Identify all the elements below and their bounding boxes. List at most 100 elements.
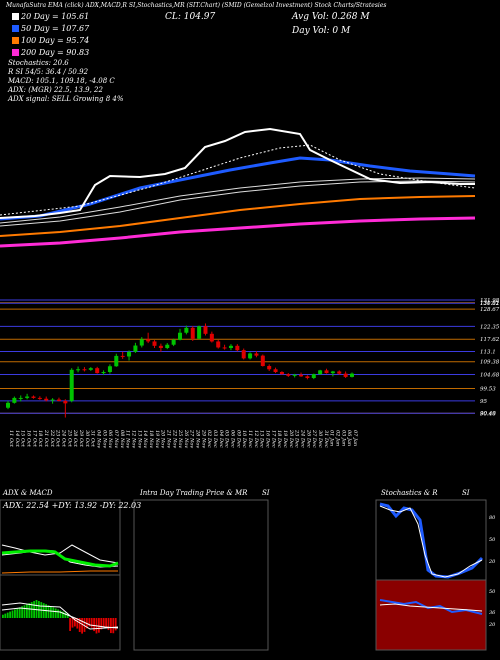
date-tick-label: 25 Nov [177, 429, 183, 448]
date-tick-label: 02 Dec [206, 430, 212, 448]
candle-body [209, 333, 214, 342]
date-tick-label: 04 Nov [95, 430, 101, 448]
candle-body [107, 366, 112, 372]
date-tick-label: 26 Dec [305, 429, 311, 448]
price-level-label: 109.38 [480, 360, 500, 366]
date-tick-label: 12 Nov [130, 430, 136, 448]
macd-histogram-bar [11, 610, 14, 618]
date-tick-label: 05 Dec [224, 430, 230, 448]
date-tick-label: 12 Dec [253, 430, 259, 448]
date-tick-label: 20 Nov [160, 429, 166, 448]
candle-body [178, 332, 182, 340]
date-tick-label: 13 Dec [259, 430, 265, 448]
macd-histogram-bar [28, 603, 31, 618]
candle-body [350, 373, 354, 377]
candle-body [63, 400, 68, 404]
close-price-line [0, 127, 475, 219]
date-tick-label: 06 Nov [107, 430, 113, 448]
mrsi-line [379, 603, 483, 612]
price-level-label: 99.53 [480, 387, 496, 393]
date-tick-label: 06 Jan [346, 430, 352, 446]
date-tick-label: 30 Oct [84, 430, 90, 448]
price-level-label: 104.68 [480, 373, 500, 379]
sma-200-legend: 200 Day = 90.83 [12, 48, 89, 57]
macd-histogram-bar [16, 608, 19, 618]
macd-histogram-bar [98, 618, 100, 633]
rsi-panel [375, 579, 487, 651]
macd-histogram-bar [114, 618, 117, 631]
candle-body [133, 345, 138, 352]
date-tick-label: 02 Jan [335, 430, 341, 446]
macd-histogram-bar [83, 618, 86, 632]
candle-body [203, 326, 208, 334]
date-tick-label: 19 Dec [282, 430, 288, 448]
macd-readout: MACD: 105.1, 109.18, -4.08 C [8, 77, 115, 85]
candle-body [311, 374, 316, 378]
price-level-label: 131.01 [480, 301, 499, 307]
intraday-panel [133, 499, 269, 651]
stoch-title: Stochastics & R [381, 489, 438, 497]
date-tick-label: 29 Nov [200, 429, 206, 448]
adx-line [1, 549, 119, 568]
sma-200-line [0, 216, 476, 248]
macd-histogram-bar [52, 607, 55, 618]
candle-body [37, 397, 42, 399]
stoch-tick-label: 80 [489, 515, 496, 521]
candle-body [267, 366, 272, 370]
sma-50-line [0, 156, 476, 221]
macd-histogram-bar [64, 612, 67, 618]
candle-body [279, 372, 284, 375]
intraday-title-right: SI [262, 489, 270, 497]
date-tick-label: 01 Jan [329, 430, 335, 446]
macd-histogram-bar [112, 618, 115, 634]
date-tick-label: 31 Oct [90, 430, 96, 448]
candle-body [286, 374, 291, 376]
candle-body [101, 372, 106, 374]
date-tick-label: 11 Oct [8, 430, 14, 448]
date-tick-label: 27 Dec [311, 429, 317, 448]
candle-body [88, 368, 93, 370]
date-tick-label: 24 Dec [300, 429, 306, 448]
rsi-tick-label: 50 [489, 589, 496, 595]
candle-body [330, 371, 335, 374]
stochastics-readout: Stochastics: 20.6 [8, 59, 69, 67]
date-tick-label: 15 Oct [20, 430, 26, 448]
candle-body [273, 369, 278, 372]
macd-histogram-bar [102, 618, 105, 627]
price-level-label: 113.1 [480, 350, 496, 356]
candle-body [127, 351, 132, 357]
date-tick-label: 05 Nov [101, 430, 107, 448]
candle-body [56, 399, 61, 401]
price-level-label: 117.62 [480, 337, 500, 343]
candle-body [114, 355, 119, 367]
date-tick-label: 16 Dec [265, 430, 271, 448]
candle-body [254, 353, 259, 356]
date-tick-label: 21 Nov [165, 429, 171, 448]
macd-histogram-bar [50, 606, 52, 618]
date-tick-label: 04 Dec [218, 430, 224, 448]
price-level-label: 130.82 [480, 301, 500, 307]
date-tick-label: 27 Nov [189, 429, 195, 448]
date-tick-label: 20 Dec [288, 429, 294, 448]
price-level-label: 122.35 [480, 324, 500, 330]
date-tick-label: 07 Nov [113, 430, 119, 448]
date-tick-label: 03 Dec [212, 430, 218, 448]
candle-body [222, 347, 227, 349]
stoch-title-right: SI [462, 489, 470, 497]
header-title: MunafaSutra EMA (click) ADX,MACD,R SI,St… [6, 2, 387, 9]
macd-histogram-bar [110, 618, 112, 634]
date-tick-label: 14 Nov [142, 430, 148, 448]
candle-body [139, 339, 144, 346]
adx-values: ADX: 22.54 +DY: 13.92 -DY: 22.03 [3, 501, 142, 510]
candle-body [69, 369, 74, 401]
macd-histogram-bar [23, 605, 26, 618]
close-price: CL: 104.97 [165, 12, 216, 22]
candle-body [197, 326, 202, 339]
candle-body [228, 345, 233, 348]
macd-histogram-bar [21, 606, 23, 618]
macd-histogram-bar [26, 604, 28, 618]
macd-histogram-bar [2, 614, 4, 618]
rsi-readout: R SI 54/5: 36.4 / 50.92 [8, 68, 89, 76]
date-tick-label: 08 Nov [119, 430, 125, 448]
